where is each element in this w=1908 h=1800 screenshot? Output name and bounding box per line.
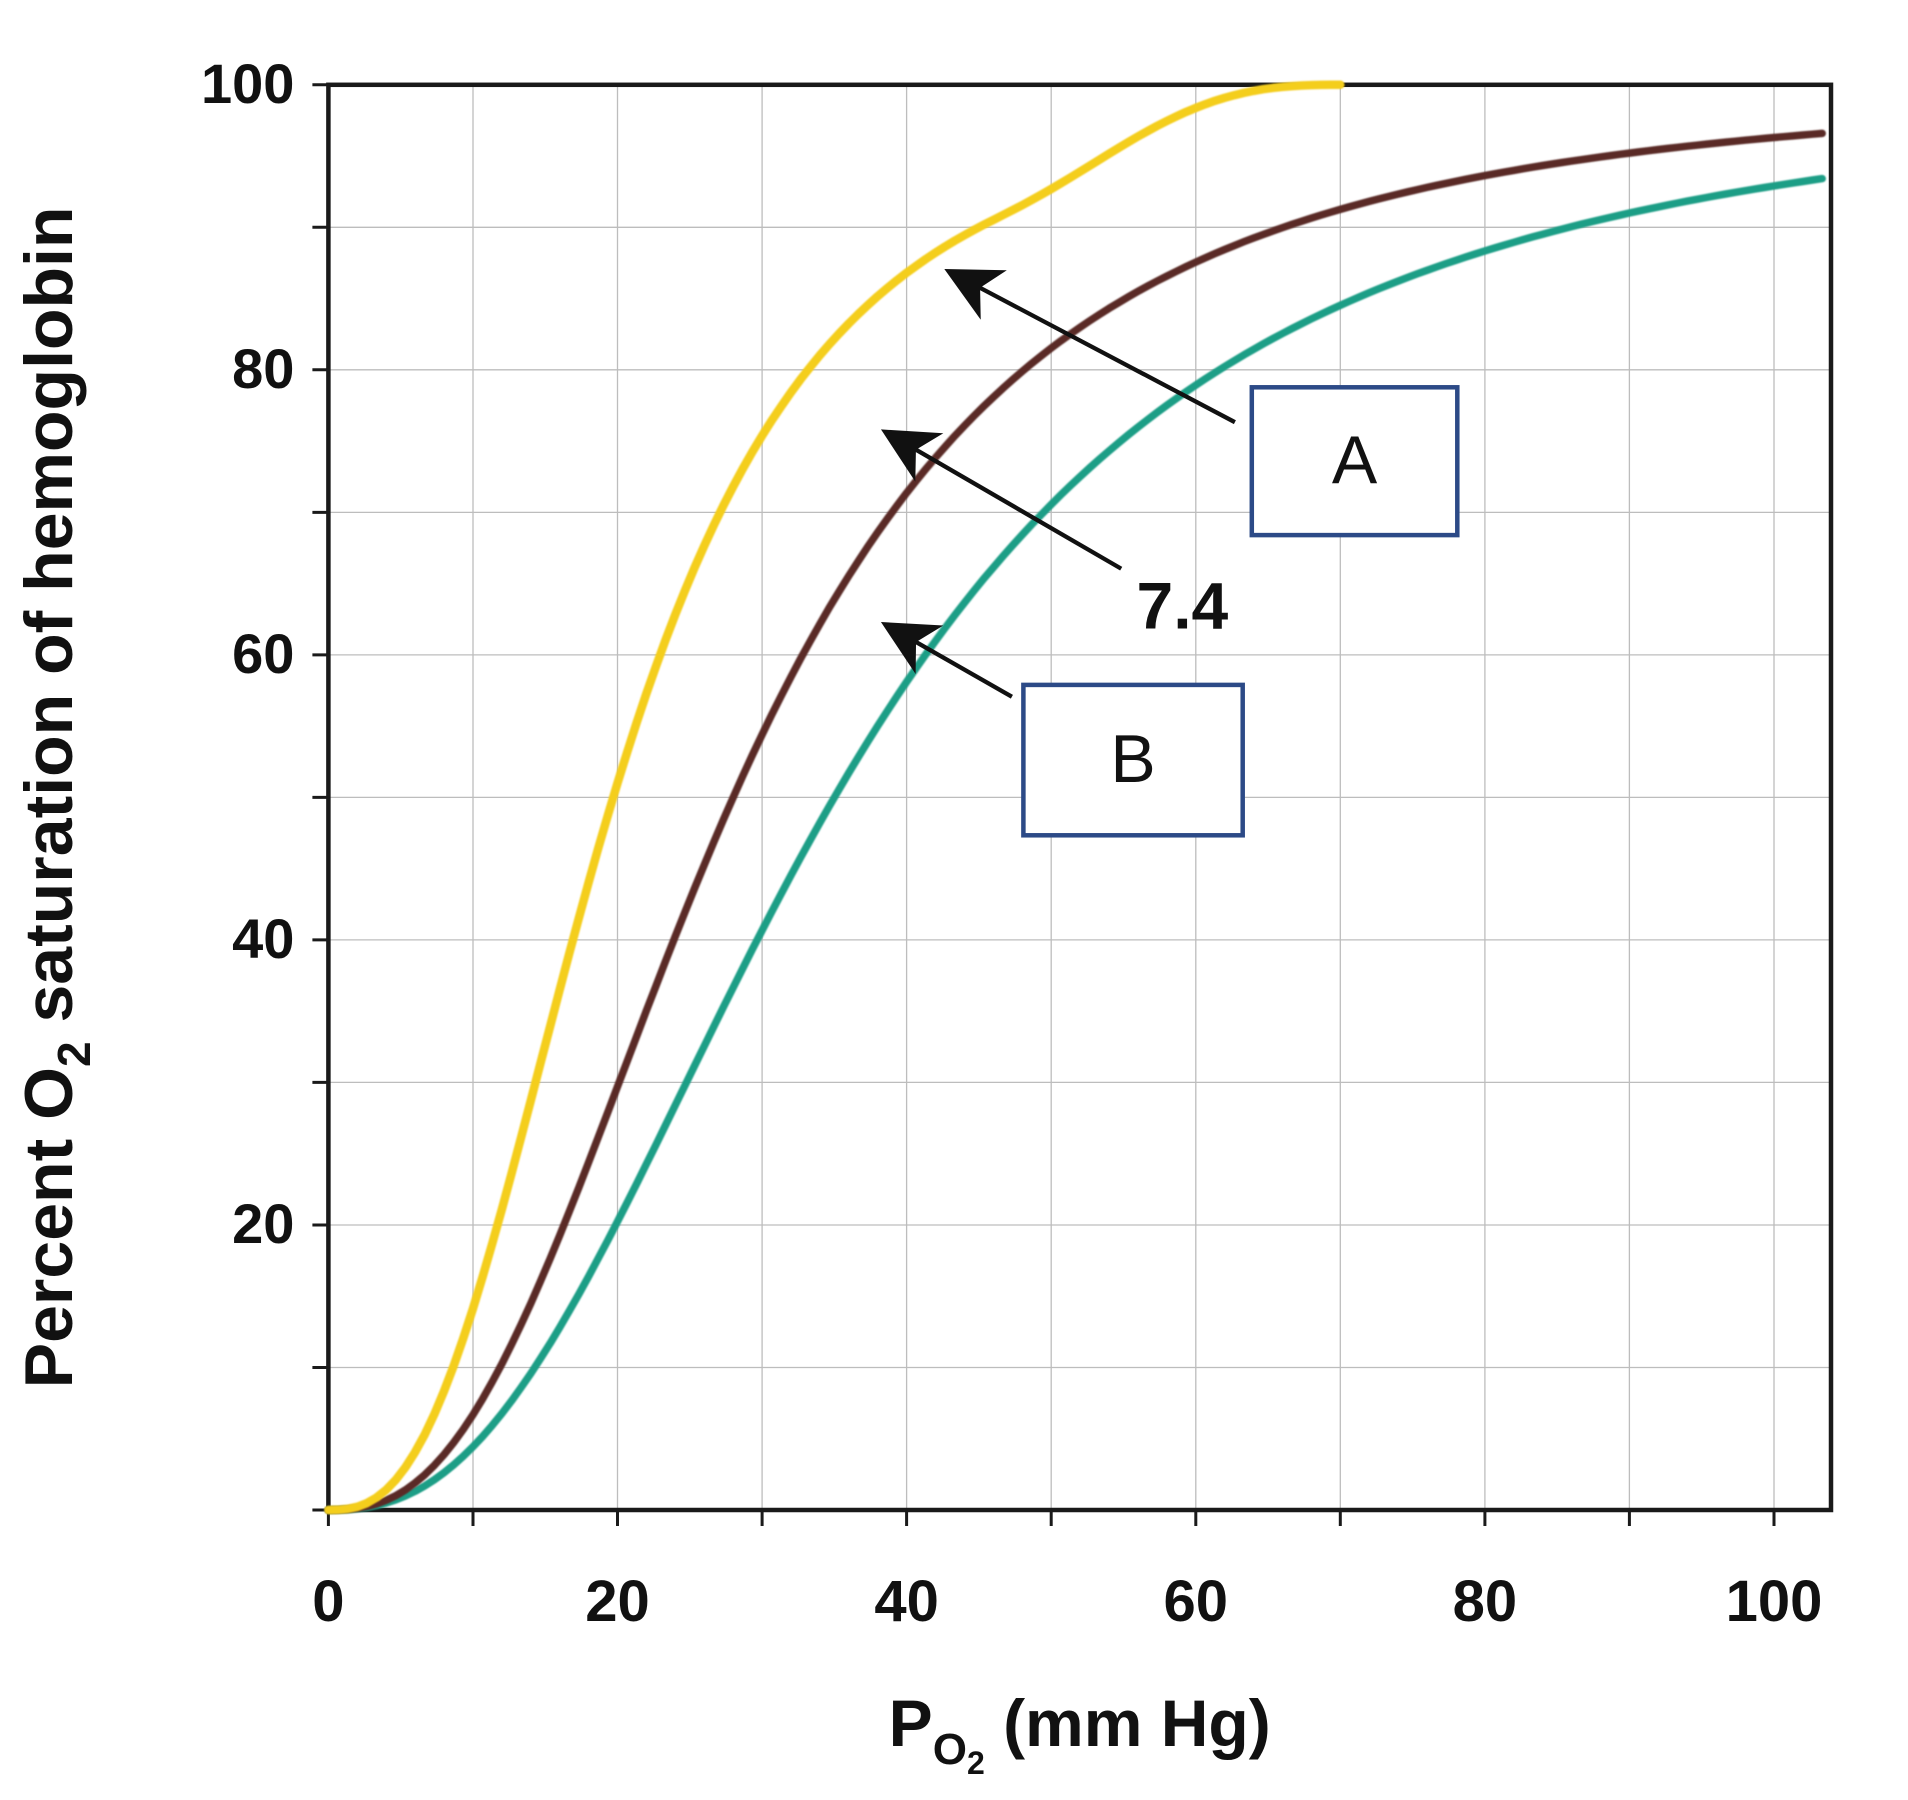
svg-text:A: A: [1332, 422, 1378, 498]
svg-text:Percent O2 saturation of hemog: Percent O2 saturation of hemoglobin: [11, 207, 100, 1389]
svg-text:80: 80: [1453, 1569, 1518, 1634]
svg-text:40: 40: [874, 1569, 939, 1634]
svg-text:100: 100: [1726, 1569, 1823, 1634]
svg-text:0: 0: [312, 1569, 344, 1634]
svg-text:20: 20: [585, 1569, 650, 1634]
svg-text:20: 20: [232, 1192, 294, 1255]
svg-text:40: 40: [232, 907, 294, 970]
svg-text:60: 60: [232, 622, 294, 685]
svg-text:7.4: 7.4: [1137, 569, 1229, 643]
svg-text:80: 80: [232, 337, 294, 400]
svg-text:60: 60: [1164, 1569, 1229, 1634]
svg-text:100: 100: [201, 52, 294, 115]
svg-text:B: B: [1110, 721, 1155, 797]
